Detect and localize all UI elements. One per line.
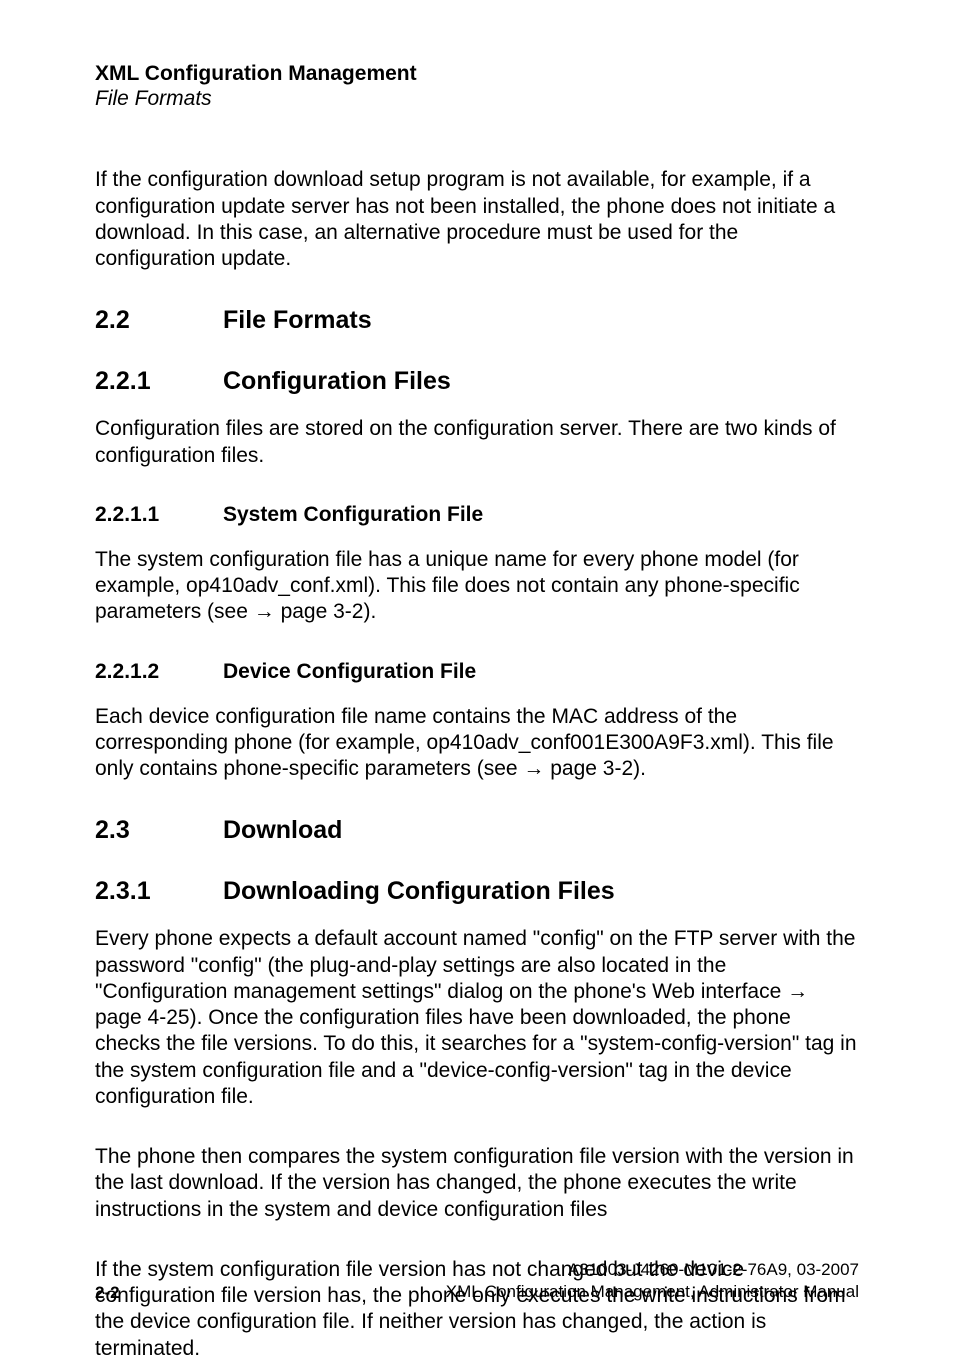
section-2-2-1-2-heading: 2.2.1.2 Device Configuration File: [95, 660, 859, 684]
page-footer: 2-2 A31003-J4260-M101-2-76A9, 03-2007 XM…: [95, 1259, 859, 1303]
intro-paragraph: If the configuration download setup prog…: [95, 167, 859, 272]
section-2-2-1-heading: 2.2.1 Configuration Files: [95, 367, 859, 396]
section-2-3-heading: 2.3 Download: [95, 816, 859, 845]
section-number: 2.2.1: [95, 367, 223, 396]
section-title: Configuration Files: [223, 367, 451, 396]
section-2-2-1-1-heading: 2.2.1.1 System Configuration File: [95, 503, 859, 527]
subsection-title: Device Configuration File: [223, 660, 476, 684]
section-title: File Formats: [223, 306, 372, 335]
footer-page-number: 2-2: [95, 1283, 120, 1303]
section-number: 2.3.1: [95, 877, 223, 906]
running-header-subtitle: File Formats: [95, 87, 859, 111]
section-number: 2.3: [95, 816, 223, 845]
running-header-title: XML Configuration Management: [95, 60, 859, 87]
section-2-2-1-1-paragraph: The system configuration file has a uniq…: [95, 547, 859, 626]
section-title: Downloading Configuration Files: [223, 877, 615, 906]
section-2-2-1-paragraph: Configuration files are stored on the co…: [95, 416, 859, 469]
subsection-title: System Configuration File: [223, 503, 483, 527]
section-2-3-1-paragraph-1: Every phone expects a default account na…: [95, 926, 859, 1110]
footer-doc-title: XML Configuration Management, Administra…: [446, 1281, 859, 1303]
section-2-2-1-2-paragraph: Each device configuration file name cont…: [95, 704, 859, 783]
footer-doc-id: A31003-J4260-M101-2-76A9, 03-2007: [446, 1259, 859, 1281]
section-2-2-heading: 2.2 File Formats: [95, 306, 859, 335]
subsection-number: 2.2.1.1: [95, 503, 223, 527]
subsection-number: 2.2.1.2: [95, 660, 223, 684]
section-2-3-1-heading: 2.3.1 Downloading Configuration Files: [95, 877, 859, 906]
footer-doc-info: A31003-J4260-M101-2-76A9, 03-2007 XML Co…: [446, 1259, 859, 1303]
section-number: 2.2: [95, 306, 223, 335]
section-2-3-1-paragraph-2: The phone then compares the system confi…: [95, 1144, 859, 1223]
section-title: Download: [223, 816, 342, 845]
page-container: XML Configuration Management File Format…: [0, 0, 954, 1351]
